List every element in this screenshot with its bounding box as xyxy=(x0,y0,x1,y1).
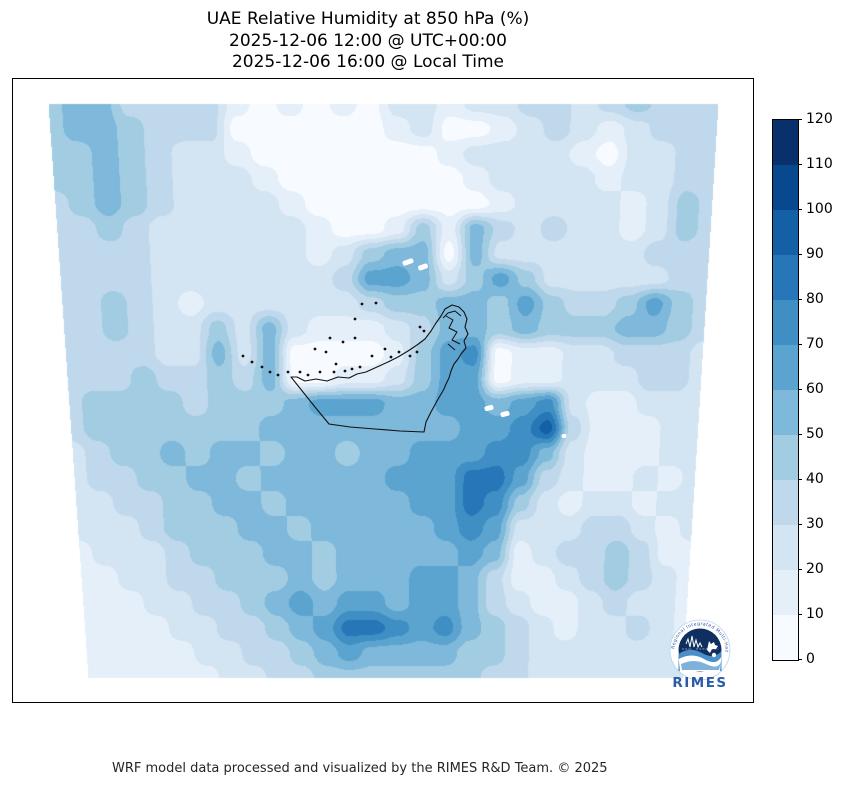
colorbar-tick-label: 30 xyxy=(806,516,824,532)
colorbar-tick-label: 90 xyxy=(806,246,824,262)
colorbar-segment xyxy=(773,300,798,345)
colorbar-tick-mark xyxy=(798,524,802,525)
colorbar-tick-label: 70 xyxy=(806,336,824,352)
colorbar xyxy=(772,119,799,661)
colorbar-tick-mark xyxy=(798,614,802,615)
colorbar-tick-mark xyxy=(798,164,802,165)
colorbar-tick-mark xyxy=(798,434,802,435)
colorbar-tick-label: 100 xyxy=(806,201,833,217)
footer-credit: WRF model data processed and visualized … xyxy=(112,761,608,776)
colorbar-tick-mark xyxy=(798,389,802,390)
colorbar-segment xyxy=(773,210,798,255)
colorbar-tick-mark xyxy=(798,254,802,255)
colorbar-segment xyxy=(773,480,798,525)
colorbar-tick-label: 50 xyxy=(806,426,824,442)
colorbar-tick-mark xyxy=(798,569,802,570)
colorbar-tick-label: 20 xyxy=(806,561,824,577)
colorbar-segment xyxy=(773,615,798,660)
colorbar-segment xyxy=(773,255,798,300)
colorbar-segment xyxy=(773,165,798,210)
colorbar-tick-label: 0 xyxy=(806,651,815,667)
colorbar-segment xyxy=(773,525,798,570)
colorbar-tick-label: 80 xyxy=(806,291,824,307)
colorbar-tick-mark xyxy=(798,299,802,300)
colorbar-segment xyxy=(773,435,798,480)
colorbar-tick-mark xyxy=(798,209,802,210)
colorbar-segment xyxy=(773,120,798,165)
colorbar-tick-mark xyxy=(798,344,802,345)
colorbar-tick-label: 10 xyxy=(806,606,824,622)
colorbar-tick-mark xyxy=(798,479,802,480)
colorbar-tick-mark xyxy=(798,659,802,660)
colorbar-tick-mark xyxy=(798,119,802,120)
colorbar-tick-label: 120 xyxy=(806,111,833,127)
colorbar-segment xyxy=(773,390,798,435)
colorbar-tick-label: 60 xyxy=(806,381,824,397)
colorbar-segment xyxy=(773,345,798,390)
colorbar-segment xyxy=(773,570,798,615)
colorbar-tick-label: 40 xyxy=(806,471,824,487)
colorbar-tick-label: 110 xyxy=(806,156,833,172)
